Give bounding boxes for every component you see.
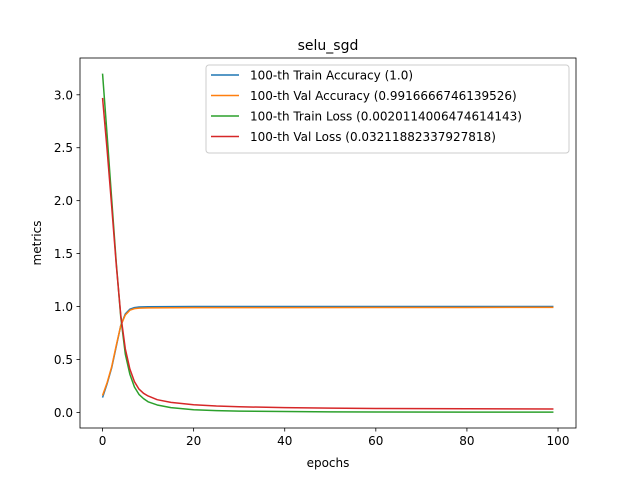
x-axis-label: epochs — [307, 456, 350, 470]
axis-ticks: 0 20 40 60 80 100 0.0 0.5 1.0 1.5 2.0 2.5 3.0 — [54, 88, 570, 448]
y-tick-label: 2.5 — [54, 141, 73, 155]
legend: 100-th Train Accuracy (1.0) 100-th Val Ac… — [205, 64, 570, 154]
y-tick-label: 3.0 — [54, 88, 73, 102]
series-line-4 — [101, 97, 554, 410]
x-tick-label: 20 — [186, 434, 201, 448]
legend-entry-label: 100-th Val Accuracy (0.9916666746139526) — [250, 89, 517, 103]
chart-title: selu_sgd — [298, 38, 359, 54]
axes-frame — [79, 57, 577, 429]
plot-area — [101, 73, 554, 413]
y-tick-label: 1.0 — [54, 300, 73, 314]
x-tick-label: 60 — [368, 434, 383, 448]
x-tick-label: 40 — [277, 434, 292, 448]
series-line-2 — [101, 306, 554, 396]
legend-entry-label: 100-th Val Loss (0.03211882337927818) — [250, 130, 496, 144]
x-tick-label: 0 — [99, 434, 107, 448]
legend-entry-label: 100-th Train Accuracy (1.0) — [250, 69, 413, 83]
y-tick-label: 0.0 — [54, 406, 73, 420]
y-tick-label: 0.5 — [54, 353, 73, 367]
legend-box — [205, 64, 570, 154]
y-tick-label: 2.0 — [54, 194, 73, 208]
y-tick-label: 1.5 — [54, 247, 73, 261]
x-tick-label: 80 — [459, 434, 474, 448]
x-tick-label: 100 — [547, 434, 570, 448]
legend-entry-label: 100-th Train Loss (0.0020114006474614143… — [250, 110, 522, 124]
y-axis-label: metrics — [30, 221, 44, 266]
